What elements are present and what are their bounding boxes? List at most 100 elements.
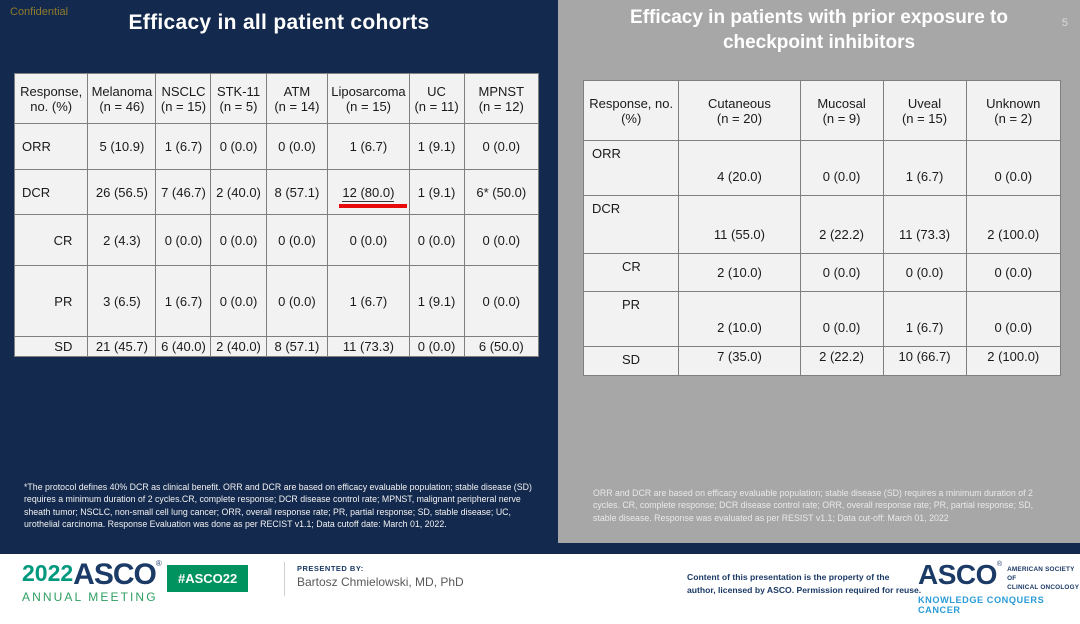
column-header: Melanoma (n = 46): [87, 73, 157, 124]
table-cell: 5 (10.9): [87, 123, 157, 170]
table-cell: 6 (50.0): [463, 336, 540, 357]
table-cell: 1 (6.7): [155, 123, 212, 170]
table-cell: 0 (0.0): [799, 291, 884, 347]
table-cell: 0 (0.0): [408, 336, 465, 357]
table-cell: 2 (40.0): [210, 169, 267, 215]
column-header: ATM (n = 14): [265, 73, 329, 124]
table-cell: 1 (6.7): [327, 123, 410, 170]
table-cell: 0 (0.0): [965, 253, 1062, 292]
table-row: SD 7 (35.0) 2 (22.2) 10 (66.7) 2 (100.0): [582, 346, 1062, 376]
table-cell: 0 (0.0): [155, 214, 212, 266]
table-cell: 0 (0.0): [210, 265, 267, 337]
presenter-name: Bartosz Chmielowski, MD, PhD: [297, 575, 464, 589]
table-cell: 0 (0.0): [463, 214, 540, 266]
right-footnote: ORR and DCR are based on efficacy evalua…: [593, 488, 1034, 523]
table-cell: 11 (55.0): [678, 195, 801, 254]
society-line: AMERICAN SOCIETY OF: [1007, 566, 1075, 582]
permission-disclaimer: Content of this presentation is the prop…: [687, 571, 921, 598]
disclaimer-line: Content of this presentation is the prop…: [687, 572, 890, 582]
table-cell: 0 (0.0): [408, 214, 465, 266]
table-cell: 2 (4.3): [87, 214, 157, 266]
registered-mark-icon: ®: [155, 559, 162, 568]
table-cell: 0 (0.0): [265, 123, 329, 170]
table-cell: 2 (100.0): [965, 195, 1062, 254]
society-line: CLINICAL ONCOLOGY: [1007, 583, 1080, 591]
table-cell: 11 (73.3): [882, 195, 967, 254]
right-panel: Efficacy in patients with prior exposure…: [558, 0, 1080, 543]
presented-by-block: PRESENTED BY: Bartosz Chmielowski, MD, P…: [297, 564, 464, 589]
table-cell: 0 (0.0): [210, 214, 267, 266]
left-footnote: *The protocol defines 40% DCR as clinica…: [24, 482, 532, 530]
left-panel-title: Efficacy in all patient cohorts: [128, 11, 430, 34]
asco-tagline: KNOWLEDGE CONQUERS CANCER: [918, 594, 1045, 615]
row-label: DCR: [582, 195, 680, 254]
table-cell: 0 (0.0): [463, 265, 540, 337]
table-cell: 2 (10.0): [678, 253, 801, 292]
table-cell: 0 (0.0): [799, 253, 884, 292]
table-row: CR 2 (10.0) 0 (0.0) 0 (0.0) 0 (0.0): [582, 253, 1062, 292]
society-name: AMERICAN SOCIETY OF CLINICAL ONCOLOGY: [1007, 566, 1080, 593]
table-cell: 2 (100.0): [965, 346, 1062, 376]
table-cell: 11 (73.3): [327, 336, 410, 357]
table-cell: 3 (6.5): [87, 265, 157, 337]
table-cell: 2 (40.0): [210, 336, 267, 357]
row-label: CR: [13, 214, 89, 266]
table-row: PR 3 (6.5) 1 (6.7) 0 (0.0) 0 (0.0) 1 (6.7) 1 (…: [13, 265, 540, 337]
asco-society-logo: ASCO ® AMERICAN SOCIETY OF CLINICAL ONCOL…: [918, 561, 1080, 615]
table-cell: 6* (50.0): [463, 169, 540, 215]
table-cell: 1 (6.7): [155, 265, 212, 337]
row-label: DCR: [13, 169, 89, 215]
table-cell: 0 (0.0): [965, 291, 1062, 347]
table-cell: 1 (6.7): [882, 140, 967, 196]
table-cell: 0 (0.0): [463, 123, 540, 170]
table-cell: 1 (9.1): [408, 123, 465, 170]
column-header: Mucosal (n = 9): [799, 80, 884, 141]
table-cell: 0 (0.0): [210, 123, 267, 170]
table-cell: 1 (9.1): [408, 265, 465, 337]
table-cell: 2 (22.2): [799, 195, 884, 254]
slide-number: 5: [1061, 17, 1068, 29]
checkpoint-prior-exposure-table: Response, no. (%) Cutaneous (n = 20) Mucosa…: [582, 80, 1062, 376]
asco-logo-wordmark: ASCO: [918, 559, 997, 590]
row-label: PR: [13, 265, 89, 337]
highlighted-value: 12 (80.0): [342, 184, 395, 202]
all-cohorts-efficacy-table: Response, no. (%) Melanoma (n = 46) NSCLC (n…: [13, 73, 540, 357]
column-header: STK-11 (n = 5): [210, 73, 267, 124]
table-row: SD 21 (45.7) 6 (40.0) 2 (40.0) 8 (57.1) 11 (7…: [13, 336, 540, 357]
table-cell: 8 (57.1): [265, 169, 329, 215]
slide-footer: 2022ASCO® ANNUAL MEETING #ASCO22 PRESENT…: [0, 554, 1080, 624]
table-cell: 21 (45.7): [87, 336, 157, 357]
row-header-label: Response, no. (%): [582, 80, 680, 141]
asco-annual-meeting-logo: 2022ASCO® ANNUAL MEETING: [22, 558, 162, 604]
header-row: Response, no. (%) Melanoma (n = 46) NSCLC (n…: [13, 73, 540, 124]
table-cell: 0 (0.0): [882, 253, 967, 292]
column-header: Cutaneous (n = 20): [678, 80, 801, 141]
row-header-label: Response, no. (%): [13, 73, 89, 124]
header-row: Response, no. (%) Cutaneous (n = 20) Mucosa…: [582, 80, 1062, 141]
logo-asco-wordmark: ASCO: [73, 558, 157, 591]
table-row: PR 2 (10.0) 0 (0.0) 1 (6.7) 0 (0.0): [582, 291, 1062, 347]
table-cell: 8 (57.1): [265, 336, 329, 357]
table-row: DCR 11 (55.0) 2 (22.2) 11 (73.3) 2 (100.0): [582, 195, 1062, 254]
column-header: UC (n = 11): [408, 73, 465, 124]
disclaimer-line: author, licensed by ASCO. Permission req…: [687, 585, 922, 596]
table-cell: 4 (20.0): [678, 140, 801, 196]
row-label: ORR: [582, 140, 680, 196]
right-panel-title: Efficacy in patients with prior exposure…: [630, 7, 1008, 53]
table-cell: 7 (46.7): [155, 169, 212, 215]
table-row: ORR 4 (20.0) 0 (0.0) 1 (6.7) 0 (0.0): [582, 140, 1062, 196]
table-cell: 12 (80.0): [327, 169, 410, 215]
row-label: SD: [13, 336, 89, 357]
column-header: NSCLC (n = 15): [155, 73, 212, 124]
table-cell: 6 (40.0): [155, 336, 212, 357]
row-label: SD: [582, 346, 680, 376]
table-cell: 1 (9.1): [408, 169, 465, 215]
table-cell: 0 (0.0): [265, 265, 329, 337]
hashtag-badge: #ASCO22: [167, 565, 249, 592]
table-cell: 0 (0.0): [965, 140, 1062, 196]
table-cell: 26 (56.5): [87, 169, 157, 215]
column-header: Unknown (n = 2): [965, 80, 1062, 141]
table-row: ORR 5 (10.9) 1 (6.7) 0 (0.0) 0 (0.0) 1 (6.7) 1…: [13, 123, 540, 170]
table-cell: 1 (6.7): [882, 291, 967, 347]
